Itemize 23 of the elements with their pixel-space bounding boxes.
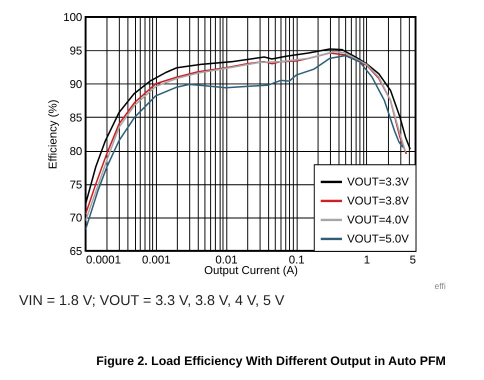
text: Figure 2. Load Efficiency With Different Output in Auto PFM — [96, 354, 446, 368]
x-tick-label: 0.1 — [288, 254, 305, 267]
x-tick-label: 1 — [364, 254, 370, 267]
text: effi — [434, 280, 446, 291]
y-tick-label: 100 — [63, 12, 82, 24]
y-tick-label: 80 — [70, 146, 82, 158]
x-tick-label: 0.0001 — [86, 254, 121, 267]
x-tick-label: 0.001 — [142, 254, 171, 267]
y-tick-label: 75 — [70, 179, 82, 192]
x-axis-title: Output Current (A) — [204, 265, 298, 278]
y-axis-title: Efficiency (%) — [48, 99, 60, 170]
y-tick-label: 90 — [70, 79, 82, 92]
legend-label: VOUT=3.8V — [347, 196, 410, 208]
y-tick-label: 95 — [70, 46, 82, 58]
legend-label: VOUT=4.0V — [347, 214, 410, 227]
x-tick-label: 5 — [410, 254, 416, 267]
y-tick-label: 70 — [70, 212, 82, 225]
text: VIN = 1.8 V; VOUT = 3.3 V, 3.8 V, 4 V, 5 V — [19, 293, 285, 310]
legend-label: VOUT=3.3V — [347, 176, 410, 189]
y-tick-label: 85 — [70, 112, 82, 124]
x-tick-label: 0.01 — [215, 254, 238, 267]
y-tick-label: 65 — [70, 246, 82, 258]
legend-label: VOUT=5.0V — [347, 234, 410, 246]
